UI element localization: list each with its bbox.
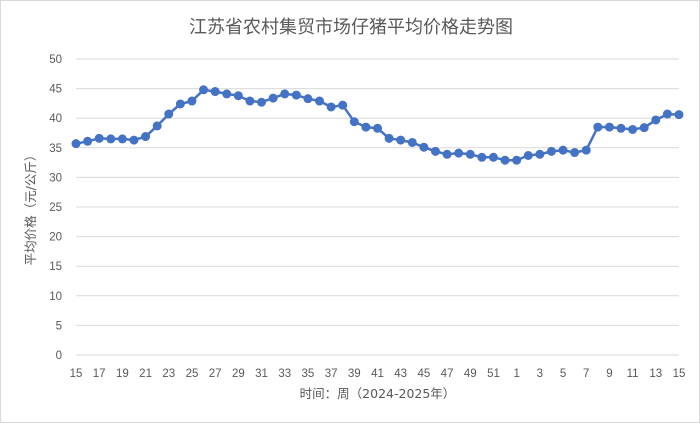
data-point [94, 133, 104, 143]
data-point [454, 148, 464, 158]
data-point [604, 122, 614, 132]
data-point [222, 89, 232, 99]
x-tick-label: 39 [348, 368, 361, 380]
data-point [361, 122, 371, 132]
x-axis-title: 时间：周（2024-2025年） [300, 386, 456, 401]
x-tick-label: 31 [255, 368, 268, 380]
y-tick-label: 20 [49, 232, 62, 244]
data-point [71, 139, 81, 149]
data-point [326, 102, 336, 112]
data-point [488, 152, 498, 162]
data-point [407, 137, 417, 147]
data-point [268, 93, 278, 103]
data-point [245, 96, 255, 106]
x-tick-label: 17 [93, 368, 106, 380]
data-point [616, 123, 626, 133]
data-point [303, 94, 313, 104]
x-tick-label: 45 [417, 368, 430, 380]
data-point [500, 155, 510, 165]
data-point [349, 117, 359, 127]
data-point [338, 100, 348, 110]
data-point [210, 87, 220, 97]
x-tick-label: 33 [278, 368, 291, 380]
data-point [291, 90, 301, 100]
x-tick-label: 51 [487, 368, 500, 380]
x-tick-label: 47 [441, 368, 454, 380]
data-point [535, 149, 545, 159]
y-tick-label: 15 [49, 261, 62, 273]
data-point [257, 97, 267, 107]
x-tick-label: 23 [162, 368, 175, 380]
y-tick-label: 40 [49, 113, 62, 125]
data-point [674, 110, 684, 120]
data-point [523, 150, 533, 160]
x-tick-label: 13 [649, 368, 662, 380]
data-point [477, 152, 487, 162]
data-point [175, 99, 185, 109]
x-tick-label: 49 [464, 368, 477, 380]
y-tick-label: 45 [49, 84, 62, 96]
data-point [430, 146, 440, 156]
x-tick-label: 29 [232, 368, 245, 380]
data-point [628, 124, 638, 134]
data-point [164, 109, 174, 119]
x-tick-label: 11 [627, 368, 639, 380]
x-tick-label: 7 [583, 368, 589, 380]
x-tick-label: 25 [186, 368, 199, 380]
data-point [373, 123, 382, 133]
x-tick-label: 9 [606, 368, 612, 380]
data-point [152, 121, 162, 131]
data-point [396, 135, 406, 145]
data-point [419, 142, 429, 152]
y-tick-label: 50 [49, 54, 62, 66]
x-tick-label: 15 [673, 368, 686, 380]
x-tick-label: 37 [325, 368, 338, 380]
data-point [651, 115, 661, 125]
x-tick-label: 15 [70, 368, 83, 380]
y-tick-label: 25 [49, 202, 62, 214]
x-tick-label: 43 [394, 368, 407, 380]
data-point [442, 149, 452, 159]
x-tick-label: 19 [116, 368, 129, 380]
y-tick-label: 5 [56, 320, 62, 332]
data-point [384, 133, 394, 143]
x-tick-label: 41 [371, 368, 384, 380]
y-tick-label: 10 [49, 291, 62, 303]
data-point [141, 132, 151, 142]
data-point [199, 85, 209, 95]
data-point [662, 109, 672, 119]
data-point [546, 146, 556, 156]
data-point [315, 96, 325, 106]
y-axis-title: 平均价格（元/公斤） [23, 149, 38, 266]
x-tick-label: 21 [139, 368, 152, 380]
y-tick-label: 0 [56, 350, 62, 362]
x-tick-label: 5 [560, 368, 566, 380]
data-point [83, 136, 93, 146]
x-tick-label: 3 [537, 368, 543, 380]
data-point [512, 155, 522, 165]
x-tick-label: 27 [209, 368, 222, 380]
data-point [639, 123, 649, 133]
data-point [187, 96, 197, 106]
data-point [280, 89, 290, 99]
data-point [558, 145, 568, 155]
data-point [233, 91, 243, 101]
y-tick-label: 30 [49, 172, 62, 184]
data-point [129, 135, 139, 145]
x-tick-label: 35 [302, 368, 315, 380]
data-point [465, 149, 475, 159]
x-tick-label: 1 [513, 368, 519, 380]
data-point [117, 134, 127, 144]
y-tick-label: 35 [49, 143, 62, 155]
chart-title: 江苏省农村集贸市场仔猪平均价格走势图 [189, 17, 513, 38]
data-point [570, 148, 580, 158]
data-point [106, 134, 116, 144]
data-point [581, 145, 591, 155]
data-point [593, 122, 603, 132]
